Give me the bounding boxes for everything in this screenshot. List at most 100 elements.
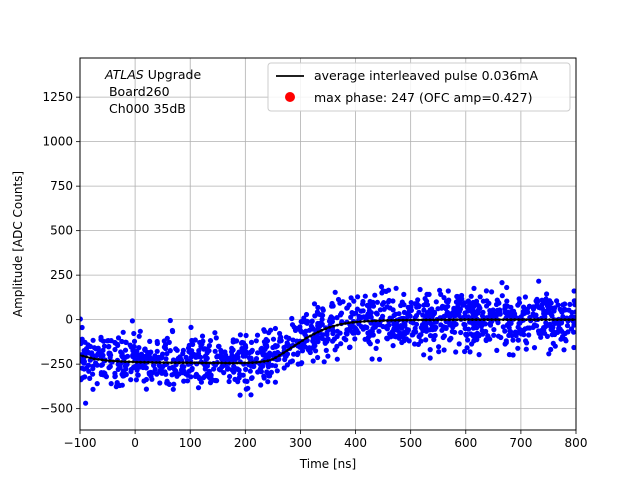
- scatter-point: [480, 309, 486, 315]
- average-pulse-point: [552, 318, 555, 321]
- average-pulse-point: [104, 359, 108, 362]
- scatter-point: [521, 304, 527, 310]
- scatter-point: [155, 354, 162, 360]
- scatter-point: [354, 306, 360, 312]
- scatter-point: [248, 356, 254, 362]
- scatter-point: [169, 327, 175, 334]
- y-tick-label: −500: [40, 402, 73, 416]
- scatter-point: [502, 309, 508, 316]
- average-pulse-point: [351, 320, 355, 324]
- scatter-point: [226, 355, 232, 361]
- scatter-point: [440, 334, 446, 341]
- scatter-point: [427, 309, 433, 315]
- scatter-point: [571, 298, 576, 304]
- average-pulse-point: [274, 356, 277, 359]
- average-pulse-point: [382, 319, 386, 322]
- scatter-point: [266, 353, 272, 359]
- average-pulse-point: [525, 318, 528, 321]
- scatter-point: [510, 337, 516, 343]
- scatter-point: [196, 353, 202, 360]
- scatter-point: [393, 285, 399, 291]
- scatter-point: [143, 376, 149, 383]
- scatter-point: [436, 344, 442, 350]
- scatter-point: [106, 365, 112, 371]
- average-pulse-point: [393, 318, 397, 322]
- scatter-point: [120, 329, 126, 335]
- scatter-point: [164, 335, 170, 341]
- scatter-point: [268, 327, 274, 333]
- average-pulse-point: [363, 320, 366, 323]
- scatter-point: [350, 330, 356, 336]
- average-pulse-point: [386, 319, 389, 322]
- scatter-point: [301, 315, 307, 321]
- scatter-point: [468, 303, 474, 310]
- scatter-point: [406, 308, 412, 314]
- average-pulse-point: [255, 361, 258, 364]
- average-pulse-point: [347, 321, 351, 325]
- average-pulse-point: [146, 360, 150, 364]
- scatter-point: [129, 318, 135, 324]
- scatter-point: [311, 301, 318, 307]
- scatter-point: [229, 349, 235, 355]
- scatter-point: [561, 347, 567, 353]
- scatter-point: [560, 314, 566, 320]
- scatter-point: [142, 347, 148, 353]
- scatter-point: [123, 366, 129, 372]
- scatter-point: [91, 345, 97, 351]
- average-pulse-point: [378, 319, 382, 323]
- scatter-point: [98, 349, 104, 355]
- legend-box: [267, 62, 571, 112]
- annotation-channel: Ch000 35dB: [105, 101, 186, 116]
- scatter-point: [304, 320, 310, 326]
- average-pulse-point: [247, 361, 251, 365]
- scatter-point: [477, 294, 483, 300]
- average-pulse-point: [119, 360, 123, 363]
- scatter-point: [324, 338, 330, 344]
- scatter-point: [340, 299, 346, 305]
- scatter-point: [390, 331, 396, 337]
- scatter-point: [89, 352, 95, 358]
- average-pulse-point: [486, 318, 490, 321]
- scatter-point: [302, 344, 308, 350]
- x-tick-label: 300: [289, 436, 312, 450]
- average-pulse-point: [139, 360, 143, 364]
- scatter-point: [309, 318, 315, 324]
- scatter-point: [429, 313, 435, 320]
- average-pulse-point: [467, 318, 470, 321]
- scatter-point: [378, 284, 385, 290]
- scatter-point: [188, 374, 194, 380]
- average-pulse-point: [189, 361, 193, 365]
- scatter-point: [479, 328, 485, 334]
- average-pulse-point: [478, 318, 482, 321]
- scatter-point: [341, 335, 347, 341]
- scatter-point: [131, 338, 138, 344]
- scatter-point: [83, 400, 89, 406]
- scatter-point: [195, 374, 201, 380]
- scatter-point: [239, 346, 245, 352]
- average-pulse-point: [312, 332, 316, 336]
- scatter-point: [112, 340, 118, 346]
- scatter-point: [362, 293, 368, 299]
- scatter-point: [164, 351, 170, 357]
- scatter-point: [471, 285, 477, 291]
- scatter-point: [571, 344, 576, 351]
- scatter-point: [453, 309, 459, 315]
- average-pulse-point: [208, 361, 212, 365]
- scatter-point: [248, 363, 254, 369]
- scatter-point: [445, 288, 451, 294]
- scatter-point: [272, 325, 278, 332]
- average-pulse-point: [173, 361, 177, 365]
- scatter-point: [277, 338, 283, 344]
- scatter-point: [365, 334, 371, 340]
- scatter-point: [531, 345, 538, 351]
- scatter-point: [418, 325, 424, 331]
- scatter-point: [112, 373, 118, 379]
- scatter-point: [502, 328, 508, 334]
- average-pulse-point: [563, 318, 567, 321]
- scatter-point: [495, 320, 501, 326]
- scatter-point: [364, 313, 370, 319]
- scatter-point: [567, 301, 573, 307]
- scatter-point: [552, 343, 558, 349]
- scatter-point: [461, 302, 467, 308]
